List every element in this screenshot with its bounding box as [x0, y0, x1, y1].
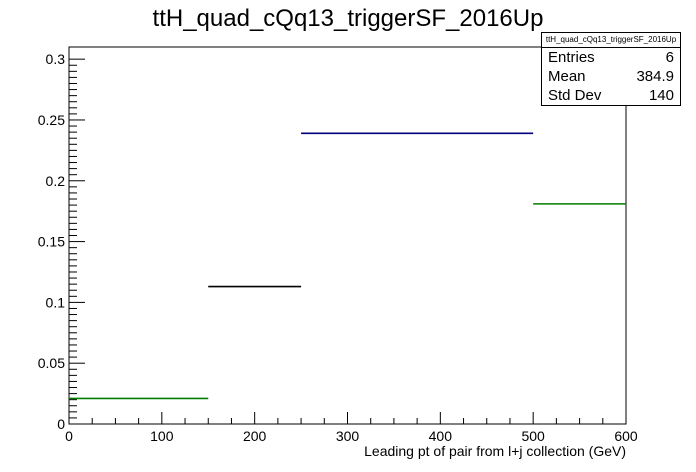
- x-tick-label: 400: [429, 428, 453, 444]
- stats-value: 6: [665, 49, 674, 66]
- histogram-bins: [69, 132, 626, 400]
- chart-title: ttH_quad_cQq13_triggerSF_2016Up: [153, 5, 544, 32]
- y-axis: 0 0.05 0.1 0.15 0.2 0.25 0.3: [38, 51, 85, 432]
- stats-label: Std Dev: [548, 87, 602, 104]
- stats-value: 384.9: [636, 68, 674, 85]
- y-tick-label: 0.3: [46, 51, 66, 67]
- stats-value: 140: [648, 87, 674, 104]
- stats-label: Mean: [548, 68, 586, 85]
- x-axis-label: Leading pt of pair from l+j collection (…: [364, 443, 626, 459]
- stats-box-title: ttH_quad_cQq13_triggerSF_2016Up: [542, 33, 680, 48]
- y-tick-label: 0: [57, 416, 65, 432]
- x-tick-label: 500: [521, 428, 545, 444]
- stats-row-entries: Entries 6: [542, 48, 680, 67]
- x-axis: 0 100 200 300 400 500 600: [65, 412, 638, 444]
- stats-row-stddev: Std Dev 140: [542, 86, 680, 105]
- x-tick-label: 100: [150, 428, 174, 444]
- stats-row-mean: Mean 384.9: [542, 67, 680, 86]
- y-tick-label: 0.15: [38, 234, 65, 250]
- stats-label: Entries: [548, 49, 595, 66]
- stats-box: ttH_quad_cQq13_triggerSF_2016Up Entries …: [541, 32, 681, 106]
- y-tick-label: 0.05: [38, 355, 65, 371]
- x-tick-label: 600: [614, 428, 638, 444]
- x-tick-label: 300: [336, 428, 360, 444]
- y-tick-label: 0.2: [46, 173, 66, 189]
- y-tick-label: 0.1: [46, 294, 66, 310]
- y-tick-label: 0.25: [38, 112, 65, 128]
- x-tick-label: 0: [65, 428, 73, 444]
- x-tick-label: 200: [243, 428, 267, 444]
